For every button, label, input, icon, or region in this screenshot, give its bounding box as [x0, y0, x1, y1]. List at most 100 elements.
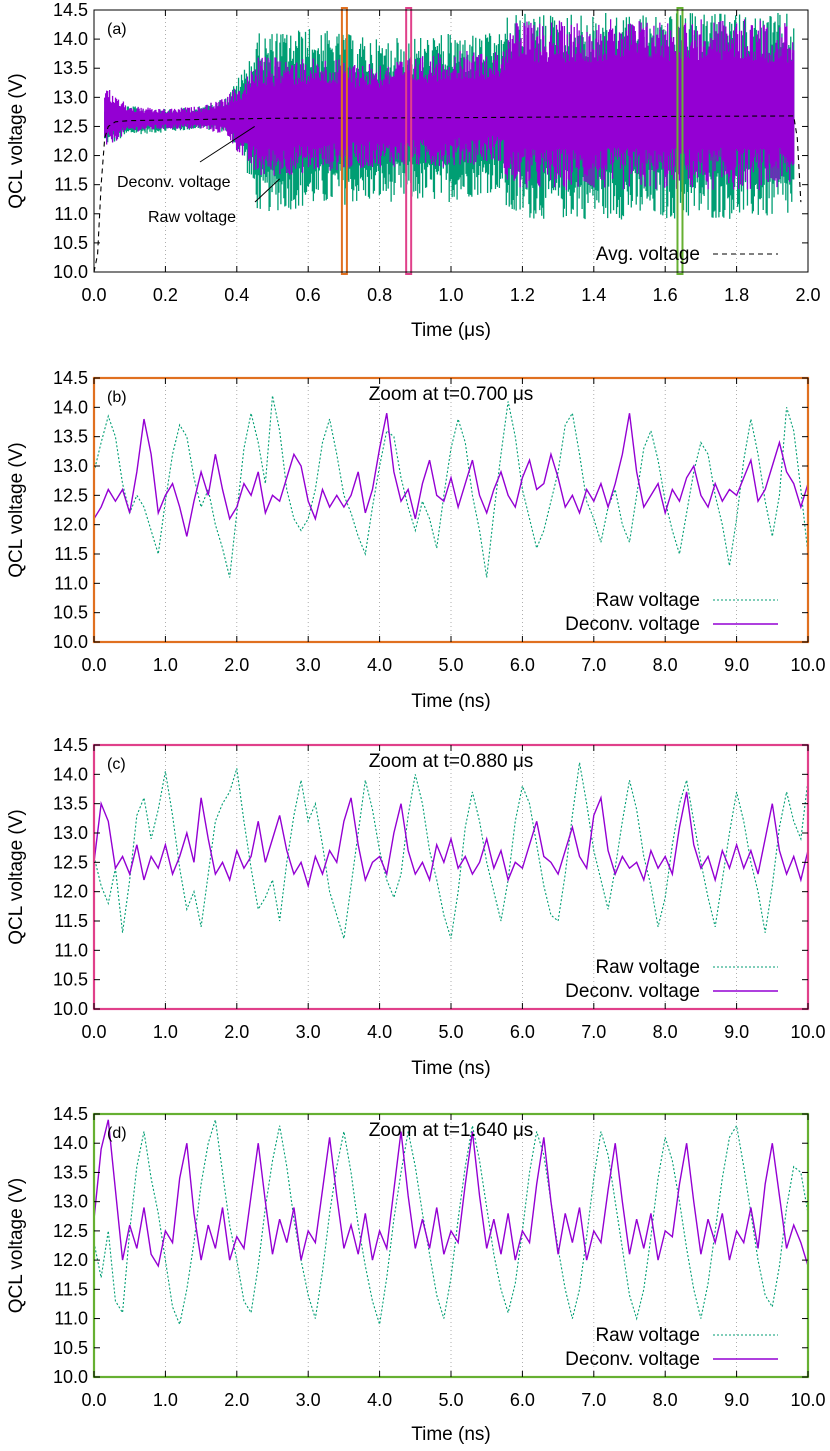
- plot-area: [94, 1119, 808, 1327]
- y-tick-label: 12.5: [53, 485, 88, 505]
- x-tick-label: 8.0: [653, 1390, 678, 1410]
- plot-area: [94, 762, 808, 939]
- annotation-pointer: [199, 126, 255, 163]
- x-axis-title: Time (μs): [411, 320, 491, 341]
- y-tick-label: 10.5: [53, 233, 88, 253]
- legend-label: Raw voltage: [595, 1325, 700, 1346]
- y-axis-title: QCL voltage (V): [6, 809, 27, 945]
- y-tick-label: 11.5: [54, 911, 88, 931]
- annotation-pointer: [254, 178, 280, 203]
- plot-area: [94, 395, 808, 578]
- y-tick-label: 14.0: [53, 764, 88, 784]
- x-tick-label: 9.0: [724, 655, 749, 675]
- x-tick-label: 7.0: [581, 1022, 606, 1042]
- chart-title: Zoom at t=0.880 μs: [369, 751, 534, 772]
- y-tick-label: 13.0: [53, 823, 88, 843]
- y-tick-label: 11.0: [54, 940, 88, 960]
- x-axis-title: Time (ns): [411, 691, 491, 712]
- x-tick-label: 9.0: [724, 1390, 749, 1410]
- x-tick-label: 1.0: [153, 1390, 178, 1410]
- x-axis-title: Time (ns): [411, 1058, 491, 1079]
- x-tick-label: 3.0: [296, 1390, 321, 1410]
- x-tick-label: 3.0: [296, 1022, 321, 1042]
- x-tick-label: 2.0: [224, 1390, 249, 1410]
- y-tick-label: 12.0: [53, 1250, 88, 1270]
- y-tick-label: 12.0: [53, 882, 88, 902]
- y-tick-label: 10.0: [53, 262, 88, 282]
- x-tick-label: 0.2: [153, 285, 178, 305]
- y-tick-label: 12.5: [53, 116, 88, 136]
- y-tick-label: 14.0: [53, 1133, 88, 1153]
- x-tick-label: 2.0: [795, 285, 820, 305]
- x-tick-label: 1.8: [724, 285, 749, 305]
- y-tick-label: 13.5: [53, 58, 88, 78]
- legend-label: Raw voltage: [595, 957, 700, 978]
- zoom-marker: [676, 7, 684, 275]
- y-tick-label: 14.5: [53, 735, 88, 755]
- y-tick-label: 14.0: [53, 397, 88, 417]
- panel-label: (c): [107, 756, 126, 773]
- y-tick-label: 14.5: [53, 1104, 88, 1124]
- x-axis-title: Time (ns): [411, 1424, 491, 1445]
- y-tick-label: 13.0: [53, 87, 88, 107]
- chart-title: Zoom at t=0.700 μs: [369, 384, 534, 405]
- legend-label: Deconv. voltage: [565, 981, 700, 1002]
- series-line-1: [94, 1119, 808, 1268]
- x-tick-label: 1.2: [510, 285, 535, 305]
- x-tick-label: 1.6: [653, 285, 678, 305]
- legend-label: Deconv. voltage: [565, 614, 700, 635]
- x-tick-label: 10.0: [790, 1022, 825, 1042]
- x-tick-label: 6.0: [510, 655, 535, 675]
- x-tick-label: 8.0: [653, 1022, 678, 1042]
- panel-label: (b): [107, 389, 127, 406]
- x-tick-label: 8.0: [653, 655, 678, 675]
- x-tick-label: 0.8: [367, 285, 392, 305]
- x-tick-label: 10.0: [790, 655, 825, 675]
- zoom-marker: [340, 7, 348, 275]
- y-tick-label: 11.0: [54, 573, 88, 593]
- y-tick-label: 14.0: [53, 29, 88, 49]
- panel-b: 0.0 1.0 2.0 3.0 4.0 5.0 6.0 7.0 8.0 9.0 10.0 10.0 10…: [6, 368, 826, 712]
- y-tick-label: 12.5: [53, 1221, 88, 1241]
- x-tick-label: 3.0: [296, 655, 321, 675]
- zoom-marker: [405, 7, 413, 275]
- x-tick-label: 6.0: [510, 1022, 535, 1042]
- y-tick-label: 11.0: [54, 1309, 88, 1329]
- legend-label: Avg. voltage: [596, 244, 700, 265]
- x-tick-label: 5.0: [438, 1022, 463, 1042]
- y-axis-title: QCL voltage (V): [6, 73, 27, 209]
- y-tick-label: 13.0: [53, 1192, 88, 1212]
- y-tick-label: 14.5: [53, 0, 88, 20]
- legend-label: Raw voltage: [595, 590, 700, 611]
- panel-d: 0.0 1.0 2.0 3.0 4.0 5.0 6.0 7.0 8.0 9.0 10.0 10.0 10…: [6, 1104, 826, 1445]
- x-tick-label: 1.0: [153, 655, 178, 675]
- x-tick-label: 10.0: [790, 1390, 825, 1410]
- x-tick-label: 1.4: [581, 285, 606, 305]
- x-tick-label: 6.0: [510, 1390, 535, 1410]
- y-tick-label: 13.5: [53, 794, 88, 814]
- y-tick-label: 12.0: [53, 515, 88, 535]
- x-tick-label: 4.0: [367, 1022, 392, 1042]
- panel-a: 0.0 0.2 0.4 0.6 0.8 1.0 1.2 1.4 1.6 1.8 2.0 10.0 10.…: [6, 0, 821, 341]
- x-tick-label: 4.0: [367, 1390, 392, 1410]
- y-axis-title: QCL voltage (V): [6, 442, 27, 578]
- x-tick-label: 0.0: [81, 1022, 106, 1042]
- y-tick-label: 11.5: [54, 1279, 88, 1299]
- y-axis-title: QCL voltage (V): [6, 1178, 27, 1314]
- y-tick-label: 10.5: [53, 1338, 88, 1358]
- x-tick-label: 5.0: [438, 655, 463, 675]
- y-tick-label: 10.0: [53, 1367, 88, 1387]
- x-tick-label: 0.6: [296, 285, 321, 305]
- panel-c: 0.0 1.0 2.0 3.0 4.0 5.0 6.0 7.0 8.0 9.0 10.0 10.0 10…: [6, 735, 826, 1079]
- y-tick-label: 11.0: [54, 204, 88, 224]
- y-tick-label: 13.5: [53, 427, 88, 447]
- x-tick-label: 0.0: [81, 655, 106, 675]
- plot-frame: [92, 1112, 810, 1379]
- y-tick-label: 13.0: [53, 456, 88, 476]
- y-tick-label: 11.5: [54, 544, 88, 564]
- panel-label: (d): [107, 1125, 127, 1142]
- panel-label: (a): [107, 21, 127, 38]
- y-tick-label: 10.5: [53, 603, 88, 623]
- x-tick-label: 7.0: [581, 1390, 606, 1410]
